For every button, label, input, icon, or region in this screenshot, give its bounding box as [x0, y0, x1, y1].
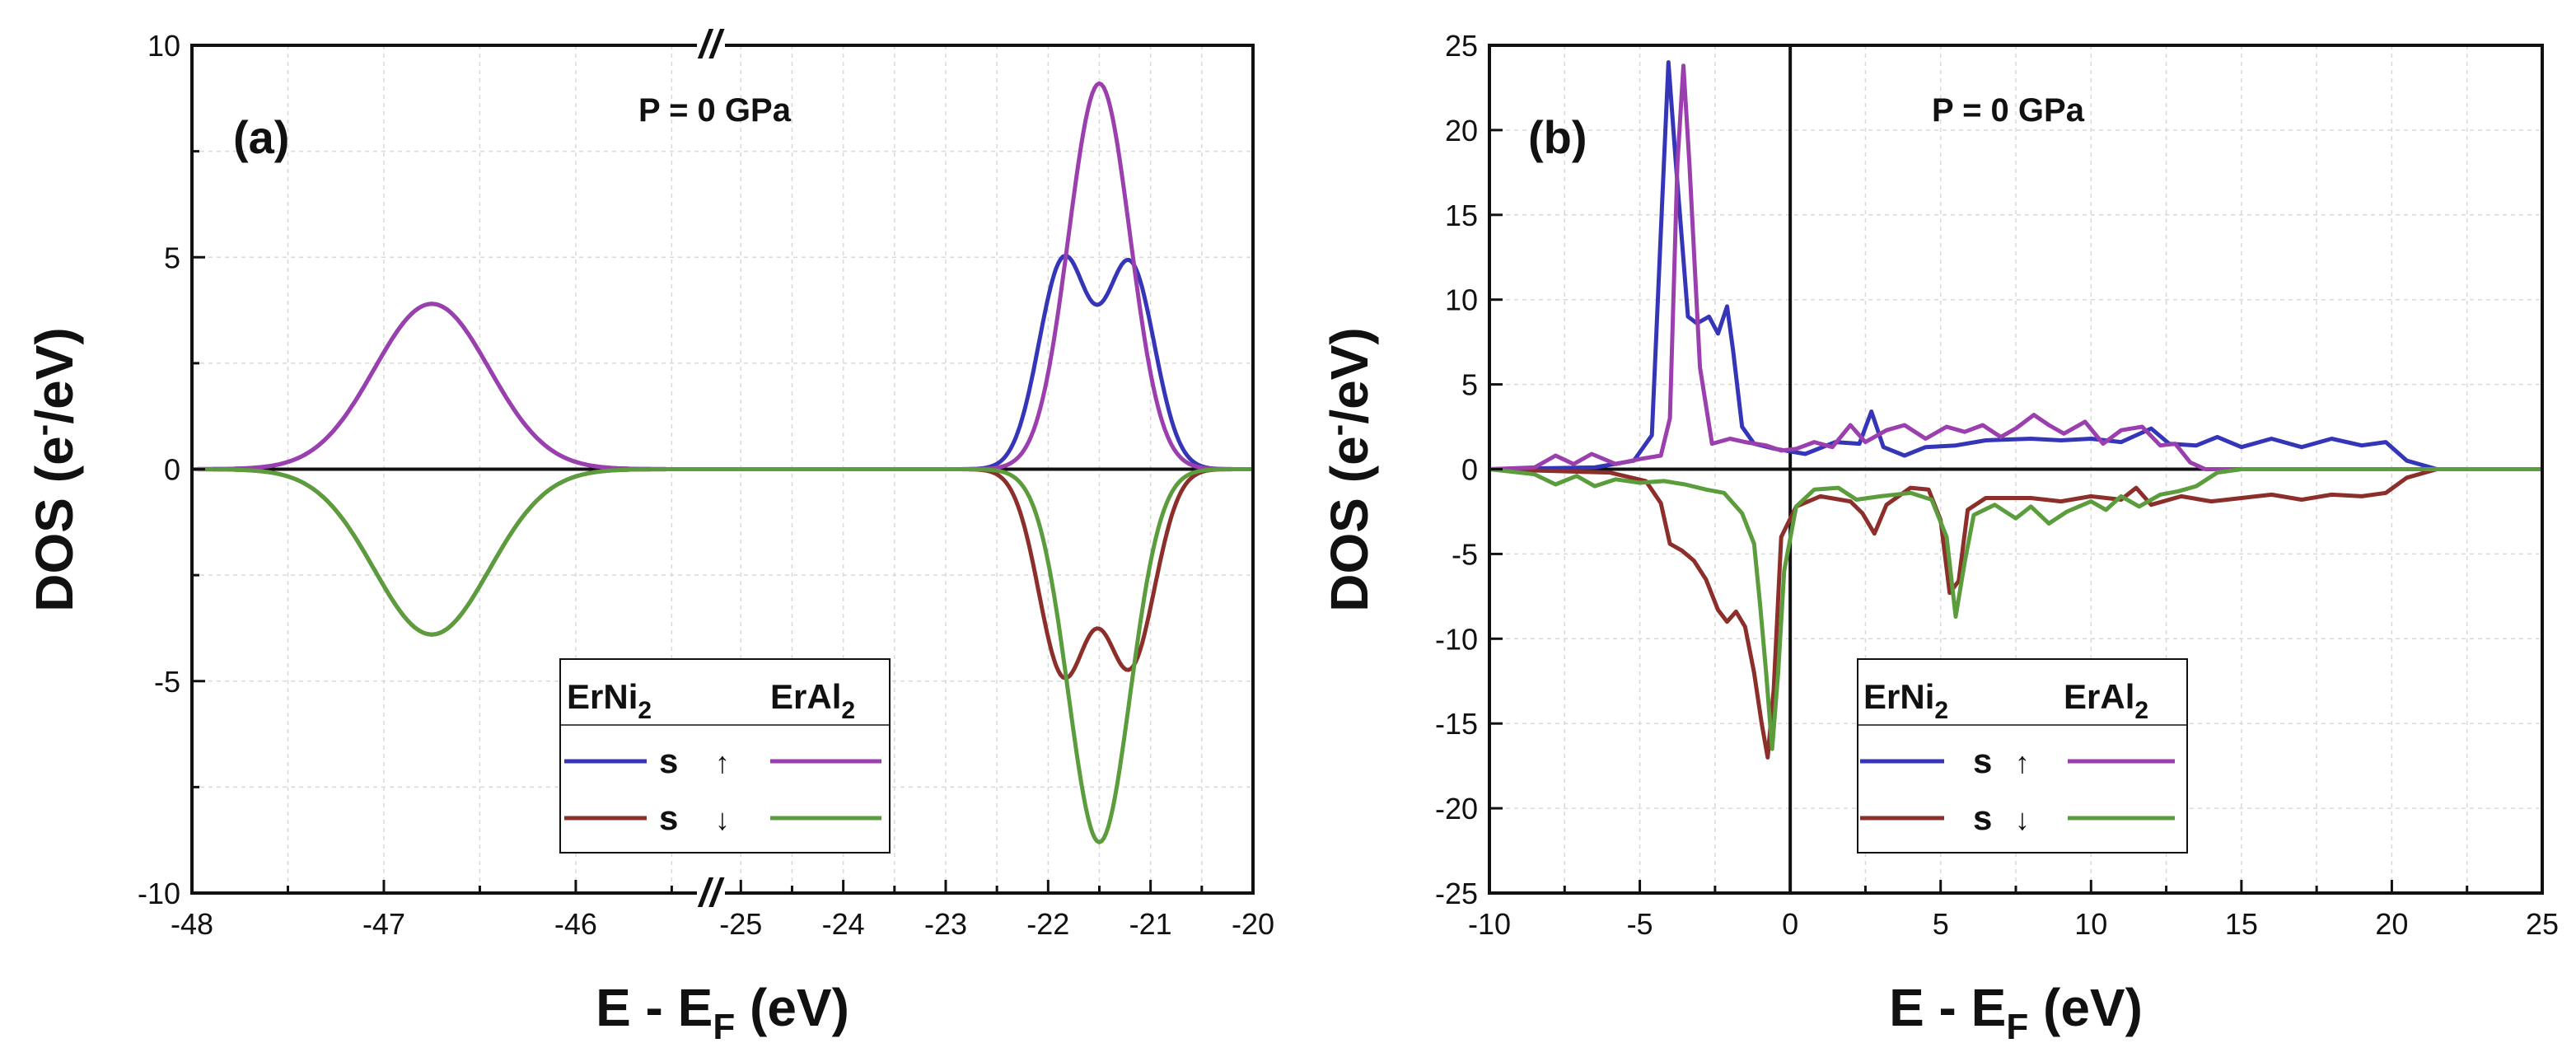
panel-a-series	[192, 81, 1253, 844]
panel-b-x-ticks: -10 -5 0 5 10 15 20 25	[1468, 880, 2559, 941]
panel-a-y-tick-label: 10	[147, 29, 180, 63]
panel-b-series-erni2-s-up	[1489, 60, 2542, 471]
panel-a-pressure-annotation: P = 0 GPa	[638, 92, 792, 129]
panel-b-y-tick-label: -10	[1435, 622, 1478, 656]
legend-b-arrow-up: ↑	[2015, 746, 2030, 779]
legend-b-col1: ErNi2	[1863, 677, 1948, 724]
panel-a-x-tick-label: -47	[362, 907, 405, 941]
panel-b-x-tick-label: 10	[2074, 907, 2107, 941]
panel-a-x-ticks: -48-47-46-45-25-24-23-22-21-20	[171, 880, 1274, 941]
panel-b-series	[1489, 60, 2542, 760]
panel-b-y-ticks: -25 -20 -15 -10 -5 0 5 10 15 20 25	[1435, 29, 1503, 910]
panel-b-x-tick-label: -10	[1468, 907, 1511, 941]
panel-a-legend: ErNi2 ErAl2 s ↑ s ↓	[559, 658, 891, 854]
panel-b-y-label: DOS (e-/eV)	[1317, 327, 1379, 611]
panel-a-y-tick-label: 5	[164, 241, 180, 274]
panel-a-x-label: E - EF (eV)	[596, 978, 849, 1047]
panel-a-x-tick-label: -20	[1232, 907, 1274, 941]
axis-break-marks	[697, 30, 725, 910]
panel-b-x-tick-label: 25	[2526, 907, 2559, 941]
panel-b-x-tick-label: 5	[1933, 907, 1949, 941]
panel-a-series-eral2-s-down	[710, 467, 1253, 844]
panel-b-x-tick-label: 15	[2225, 907, 2258, 941]
legend-b-s-down: s	[1973, 798, 1992, 837]
panel-a-y-tick-label: 0	[164, 453, 180, 487]
panel-a-y-tick-label: -5	[154, 665, 180, 699]
panel-b-label: (b)	[1528, 111, 1587, 163]
panel-b-y-tick-label: -15	[1435, 707, 1478, 741]
panel-a-chart: -48-47-46-45-25-24-23-22-21-20 -10-50510…	[22, 23, 1274, 1047]
panel-a-series-eral2-s-down	[192, 467, 710, 637]
panel-b-y-tick-label: 15	[1445, 199, 1478, 232]
panel-b-x-label: E - EF (eV)	[1889, 978, 2143, 1047]
panel-b-y-tick-label: 25	[1445, 29, 1478, 63]
legend-a-arrow-down: ↓	[715, 802, 730, 836]
panel-b-series-eral2-s-up	[1489, 63, 2542, 471]
panel-b-x-tick-label: -5	[1627, 907, 1653, 941]
panel-b-y-tick-label: -25	[1435, 877, 1478, 910]
panel-a-x-tick-label: -21	[1129, 907, 1172, 941]
panel-b-pressure-annotation: P = 0 GPa	[1932, 92, 2085, 129]
panel-a-series-erni2-s-down	[192, 467, 710, 637]
panel-b-chart: -10 -5 0 5 10 15 20 25 -25 -20 -15 -10 -5 0 5 10 15 20 25…	[1317, 29, 2559, 1047]
legend-a-col2: ErAl2	[770, 677, 855, 724]
panel-b-series-erni2-s-down	[1489, 467, 2542, 760]
panel-b-y-tick-label: -5	[1452, 537, 1478, 571]
legend-a-s-down: s	[659, 798, 678, 837]
panel-b-legend: ErNi2 ErAl2 s ↑ s ↓	[1857, 658, 2188, 854]
legend-b-arrow-down: ↓	[2015, 802, 2030, 836]
panel-a-series-eral2-s-up	[192, 302, 710, 471]
axis-break-bottom: //	[698, 872, 725, 915]
panel-a-x-tick-label: -24	[822, 907, 865, 941]
panel-b-y-tick-label: 0	[1461, 453, 1478, 487]
legend-a-s-up: s	[659, 741, 678, 780]
axis-break-top: //	[698, 23, 725, 67]
panel-a-x-tick-label: -46	[554, 907, 597, 941]
panel-a-y-ticks: -10 -5 0 5 10	[138, 29, 205, 910]
panel-a-series-erni2-s-up	[192, 302, 710, 471]
panel-a-y-label: DOS (e-/eV)	[22, 327, 84, 611]
panel-b-x-tick-label: 20	[2375, 907, 2408, 941]
panel-a-x-tick-label: -25	[719, 907, 762, 941]
legend-a-col1: ErNi2	[567, 677, 652, 724]
legend-b-s-up: s	[1973, 741, 1992, 780]
panel-a-label: (a)	[233, 111, 289, 163]
legend-a-arrow-up: ↑	[715, 746, 730, 779]
panel-a-y-tick-label: -10	[138, 877, 180, 910]
panel-b-x-tick-label: 0	[1782, 907, 1798, 941]
panel-a-x-tick-label: -23	[924, 907, 967, 941]
panel-a-x-tick-label: -48	[171, 907, 213, 941]
panel-a-x-tick-label: -22	[1026, 907, 1069, 941]
legend-b-col2: ErAl2	[2064, 677, 2148, 724]
panel-b-series-eral2-s-down	[1489, 467, 2542, 751]
panel-b-y-tick-label: 10	[1445, 283, 1478, 317]
panel-b-y-tick-label: 20	[1445, 114, 1478, 147]
panel-b-y-tick-label: 5	[1461, 368, 1478, 402]
panel-b-y-tick-label: -20	[1435, 792, 1478, 825]
